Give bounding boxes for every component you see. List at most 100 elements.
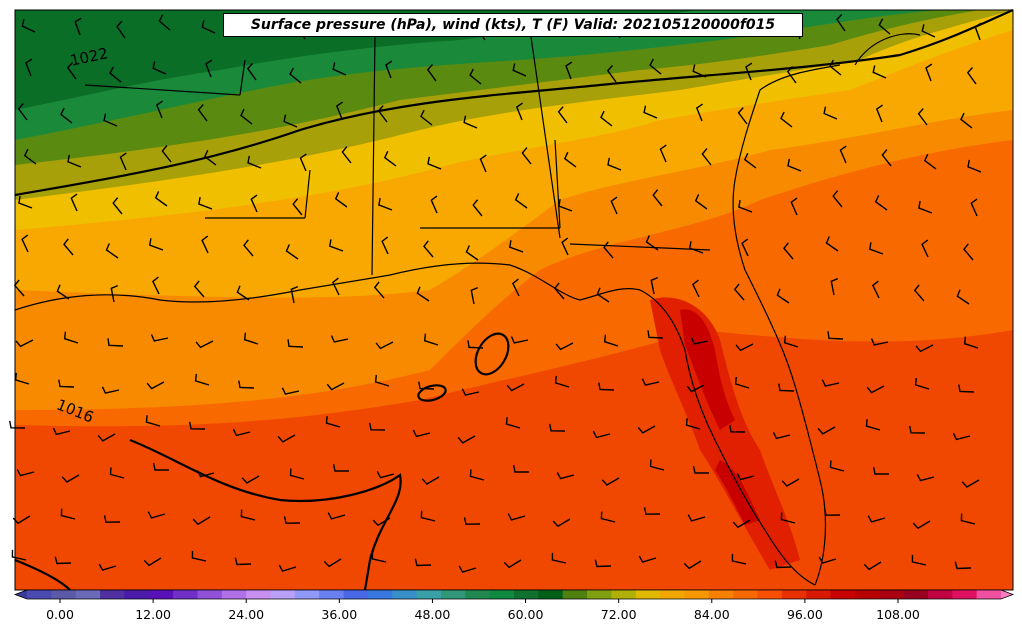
wind-barb	[74, 17, 82, 36]
colorbar-segment	[757, 590, 783, 599]
wind-barb	[465, 245, 479, 261]
wind-barb	[375, 341, 394, 350]
wind-barb	[652, 189, 663, 207]
wind-barb	[921, 24, 936, 38]
colorbar-segment	[708, 590, 734, 599]
wind-barb	[731, 553, 747, 565]
colorbar-segment	[294, 590, 320, 599]
wind-barb	[659, 144, 667, 163]
wind-barb	[780, 111, 793, 128]
wind-barb	[912, 520, 931, 530]
wind-barb	[817, 426, 836, 435]
colorbar-segment	[489, 590, 515, 599]
wind-barb	[600, 110, 613, 127]
colorbar-segment	[660, 590, 685, 599]
wind-barb	[56, 284, 70, 300]
wind-barb	[243, 239, 254, 257]
wind-barb	[145, 415, 161, 427]
wind-barb	[146, 381, 165, 390]
wind-barb	[250, 194, 258, 213]
wind-barb	[103, 515, 121, 523]
wind-barb	[956, 289, 970, 305]
wind-barb	[369, 422, 386, 431]
wind-barb	[372, 517, 391, 527]
colorbar-segment	[246, 590, 271, 599]
wind-barb	[960, 112, 973, 129]
wind-barb	[961, 479, 980, 488]
colorbar-tick-label: 60.00	[508, 607, 544, 622]
wind-barb	[150, 334, 169, 342]
colorbar-segment	[124, 590, 150, 599]
colorbar-outline	[13, 589, 1015, 600]
wind-barb	[327, 512, 346, 520]
wind-barb	[116, 20, 126, 39]
wind-barb	[738, 199, 753, 213]
wind-barb	[14, 372, 30, 385]
wind-barb	[383, 150, 397, 167]
wind-barb	[240, 108, 253, 125]
wind-barb	[913, 284, 925, 302]
wind-barb	[335, 101, 343, 120]
wind-barb	[105, 243, 119, 259]
wind-barb	[341, 146, 352, 164]
wind-barb	[412, 429, 431, 438]
colorbar-segment	[367, 590, 393, 599]
wind-barb	[952, 432, 971, 441]
wind-barb	[776, 288, 790, 304]
wind-barb	[463, 517, 481, 525]
wind-barb	[689, 241, 704, 254]
colorbar-segment	[514, 590, 539, 599]
wind-barb	[287, 339, 304, 348]
wind-barb	[421, 476, 440, 485]
wind-barb	[821, 379, 840, 387]
wind-barb	[875, 104, 883, 123]
wind-barb	[685, 418, 701, 430]
wind-barb	[247, 155, 262, 169]
wind-barb	[107, 338, 124, 347]
wind-barb	[690, 337, 709, 345]
wind-barb	[772, 431, 791, 440]
wind-barb	[52, 427, 71, 436]
wind-barb	[509, 240, 524, 253]
wind-barb	[54, 556, 72, 565]
colorbar-segment	[733, 590, 758, 599]
colorbar-tick-label: 36.00	[321, 607, 357, 622]
wind-barb	[695, 103, 703, 122]
wind-barb	[423, 240, 434, 258]
colorbar-segment	[562, 590, 588, 599]
wind-barb	[373, 281, 385, 299]
wind-barb	[743, 152, 757, 169]
wind-barb	[243, 332, 259, 345]
wind-barb	[506, 383, 525, 392]
wind-barb	[916, 474, 935, 482]
wind-barb	[557, 106, 568, 124]
wind-barb	[503, 559, 522, 569]
wind-barb	[109, 66, 122, 83]
wind-barb	[334, 192, 348, 208]
geographic-borders	[14, 29, 921, 586]
wind-barb	[701, 148, 712, 166]
colorbar-segment	[148, 590, 174, 599]
wind-barb	[881, 149, 892, 167]
wind-barb	[414, 558, 432, 567]
wind-barb	[692, 64, 707, 78]
wind-barb	[554, 375, 570, 388]
wind-barb	[915, 344, 934, 353]
wind-barb	[960, 513, 976, 525]
wind-barb	[17, 103, 28, 121]
wind-barb	[872, 65, 887, 79]
colorbar-segment	[903, 590, 929, 599]
wind-barb	[323, 558, 342, 568]
wind-barb	[289, 67, 302, 84]
wind-barb	[283, 114, 298, 128]
wind-barb	[736, 473, 755, 481]
wind-barb	[149, 238, 164, 251]
wind-barb	[194, 373, 210, 386]
wind-barb	[783, 335, 799, 348]
wind-barb	[119, 152, 127, 171]
colorbar-segment	[392, 590, 418, 599]
wind-barb	[781, 478, 800, 487]
colorbar-segment	[319, 590, 345, 599]
wind-barb	[232, 428, 251, 437]
